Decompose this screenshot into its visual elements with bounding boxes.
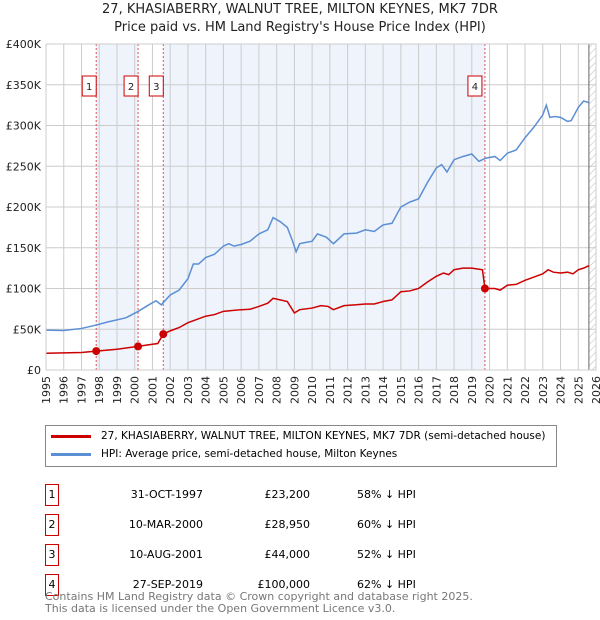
y-tick-label: £250K xyxy=(6,160,42,173)
sale-marker-box xyxy=(81,75,97,97)
legend: 27, KHASIABERRY, WALNUT TREE, MILTON KEY… xyxy=(45,425,557,467)
x-tick-label: 2004 xyxy=(200,376,213,404)
x-tick-label: 2019 xyxy=(466,376,479,404)
sale-row: 4 27-SEP-2019 £100,000 62% ↓ HPI xyxy=(45,574,445,596)
footer-line-2: This data is licensed under the Open Gov… xyxy=(45,602,396,615)
sale-hpi-diff: 52% ↓ HPI xyxy=(357,548,416,561)
x-tick-label: 1997 xyxy=(75,376,88,404)
x-tick-label: 1996 xyxy=(58,376,71,404)
sale-date: 31-OCT-1997 xyxy=(130,488,203,501)
sale-marker-box xyxy=(148,75,164,97)
plot-area: 1995 1996 1997 1998 1999 2000 2001 2002 2003 2004… xyxy=(6,38,600,404)
sale-row: 2 10-MAR-2000 £28,950 60% ↓ HPI xyxy=(45,514,445,536)
legend-swatch-hpi xyxy=(51,452,91,456)
property-price-line xyxy=(45,264,590,355)
sale-number: 4 xyxy=(45,574,59,596)
sale-number: 2 xyxy=(45,514,59,536)
y-tick-label: £200K xyxy=(6,201,42,214)
footer-line-1: Contains HM Land Registry data © Crown c… xyxy=(45,590,473,603)
sale-row: 3 10-AUG-2001 £44,000 52% ↓ HPI xyxy=(45,544,445,566)
x-tick-label: 2006 xyxy=(235,376,248,404)
sale-marker-label: 3 xyxy=(153,82,159,93)
sale-marker-box xyxy=(123,75,139,97)
x-tick-label: 2000 xyxy=(129,376,142,404)
chart-subtitle: Price paid vs. HM Land Registry's House … xyxy=(114,20,486,35)
x-tick-label: 2001 xyxy=(146,376,159,404)
sale-hpi-diff: 60% ↓ HPI xyxy=(357,518,416,531)
y-tick-label: £350K xyxy=(6,79,42,92)
x-tick-label: 2024 xyxy=(555,376,568,404)
chart-title: 27, KHASIABERRY, WALNUT TREE, MILTON KEY… xyxy=(102,2,498,17)
x-tick-label: 2009 xyxy=(288,376,301,404)
sale-hpi-diff: 62% ↓ HPI xyxy=(357,578,416,591)
x-tick-label: 1995 xyxy=(40,376,53,404)
sale-marker-label: 4 xyxy=(472,82,478,93)
sale-date: 10-MAR-2000 xyxy=(128,518,203,531)
x-tick-label: 2011 xyxy=(324,376,337,404)
x-tick-label: 2003 xyxy=(182,376,195,404)
legend-swatch-property xyxy=(51,434,91,438)
sale-point xyxy=(134,342,143,351)
x-tick-label: 2017 xyxy=(430,376,443,404)
hpi-line xyxy=(45,100,590,332)
sale-number: 3 xyxy=(45,544,59,566)
sale-marker-box xyxy=(467,75,483,97)
x-tick-label: 2007 xyxy=(253,376,266,404)
x-tick-label: 2020 xyxy=(484,376,497,404)
x-tick-label: 2010 xyxy=(306,376,319,404)
x-tick-label: 2022 xyxy=(519,376,532,404)
sale-price: £23,200 xyxy=(264,488,311,501)
y-tick-label: £300K xyxy=(6,120,42,133)
sale-date: 27-SEP-2019 xyxy=(132,578,203,591)
x-tick-label: 2008 xyxy=(271,376,284,404)
x-tick-label: 2025 xyxy=(572,376,585,404)
x-tick-label: 2026 xyxy=(590,376,600,404)
x-tick-label: 2023 xyxy=(537,376,550,404)
sale-marker-label: 1 xyxy=(86,82,92,93)
sale-marker-label: 2 xyxy=(128,82,134,93)
sale-date: 10-AUG-2001 xyxy=(129,548,203,561)
x-tick-label: 1998 xyxy=(93,376,106,404)
legend-label-property: 27, KHASIABERRY, WALNUT TREE, MILTON KEY… xyxy=(101,430,546,442)
legend-label-hpi: HPI: Average price, semi-detached house,… xyxy=(101,448,398,460)
sale-hpi-diff: 58% ↓ HPI xyxy=(357,488,416,501)
sale-price: £44,000 xyxy=(264,548,311,561)
y-tick-label: £400K xyxy=(6,38,42,51)
sale-point xyxy=(480,284,489,293)
sale-row: 1 31-OCT-1997 £23,200 58% ↓ HPI xyxy=(45,484,445,506)
y-tick-label: £0 xyxy=(27,364,41,377)
x-tick-label: 2014 xyxy=(377,376,390,404)
plot-border xyxy=(45,43,597,371)
y-tick-label: £150K xyxy=(6,242,42,255)
sale-point xyxy=(92,347,101,356)
x-tick-label: 2002 xyxy=(164,376,177,404)
x-tick-label: 2005 xyxy=(217,376,230,404)
sale-price: £100,000 xyxy=(257,578,311,591)
sale-number: 1 xyxy=(45,484,59,506)
sale-price: £28,950 xyxy=(264,518,311,531)
x-tick-label: 2016 xyxy=(413,376,426,404)
y-tick-label: £50K xyxy=(13,323,42,336)
x-tick-label: 2013 xyxy=(359,376,372,404)
y-tick-label: £100K xyxy=(6,283,42,296)
x-tick-label: 2012 xyxy=(342,376,355,404)
x-tick-label: 2015 xyxy=(395,376,408,404)
x-tick-label: 2018 xyxy=(448,376,461,404)
x-tick-label: 2021 xyxy=(501,376,514,404)
x-tick-label: 1999 xyxy=(111,376,124,404)
sale-point xyxy=(159,330,168,339)
